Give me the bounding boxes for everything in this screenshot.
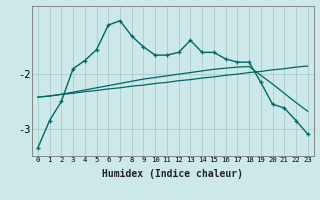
X-axis label: Humidex (Indice chaleur): Humidex (Indice chaleur) — [102, 169, 243, 179]
